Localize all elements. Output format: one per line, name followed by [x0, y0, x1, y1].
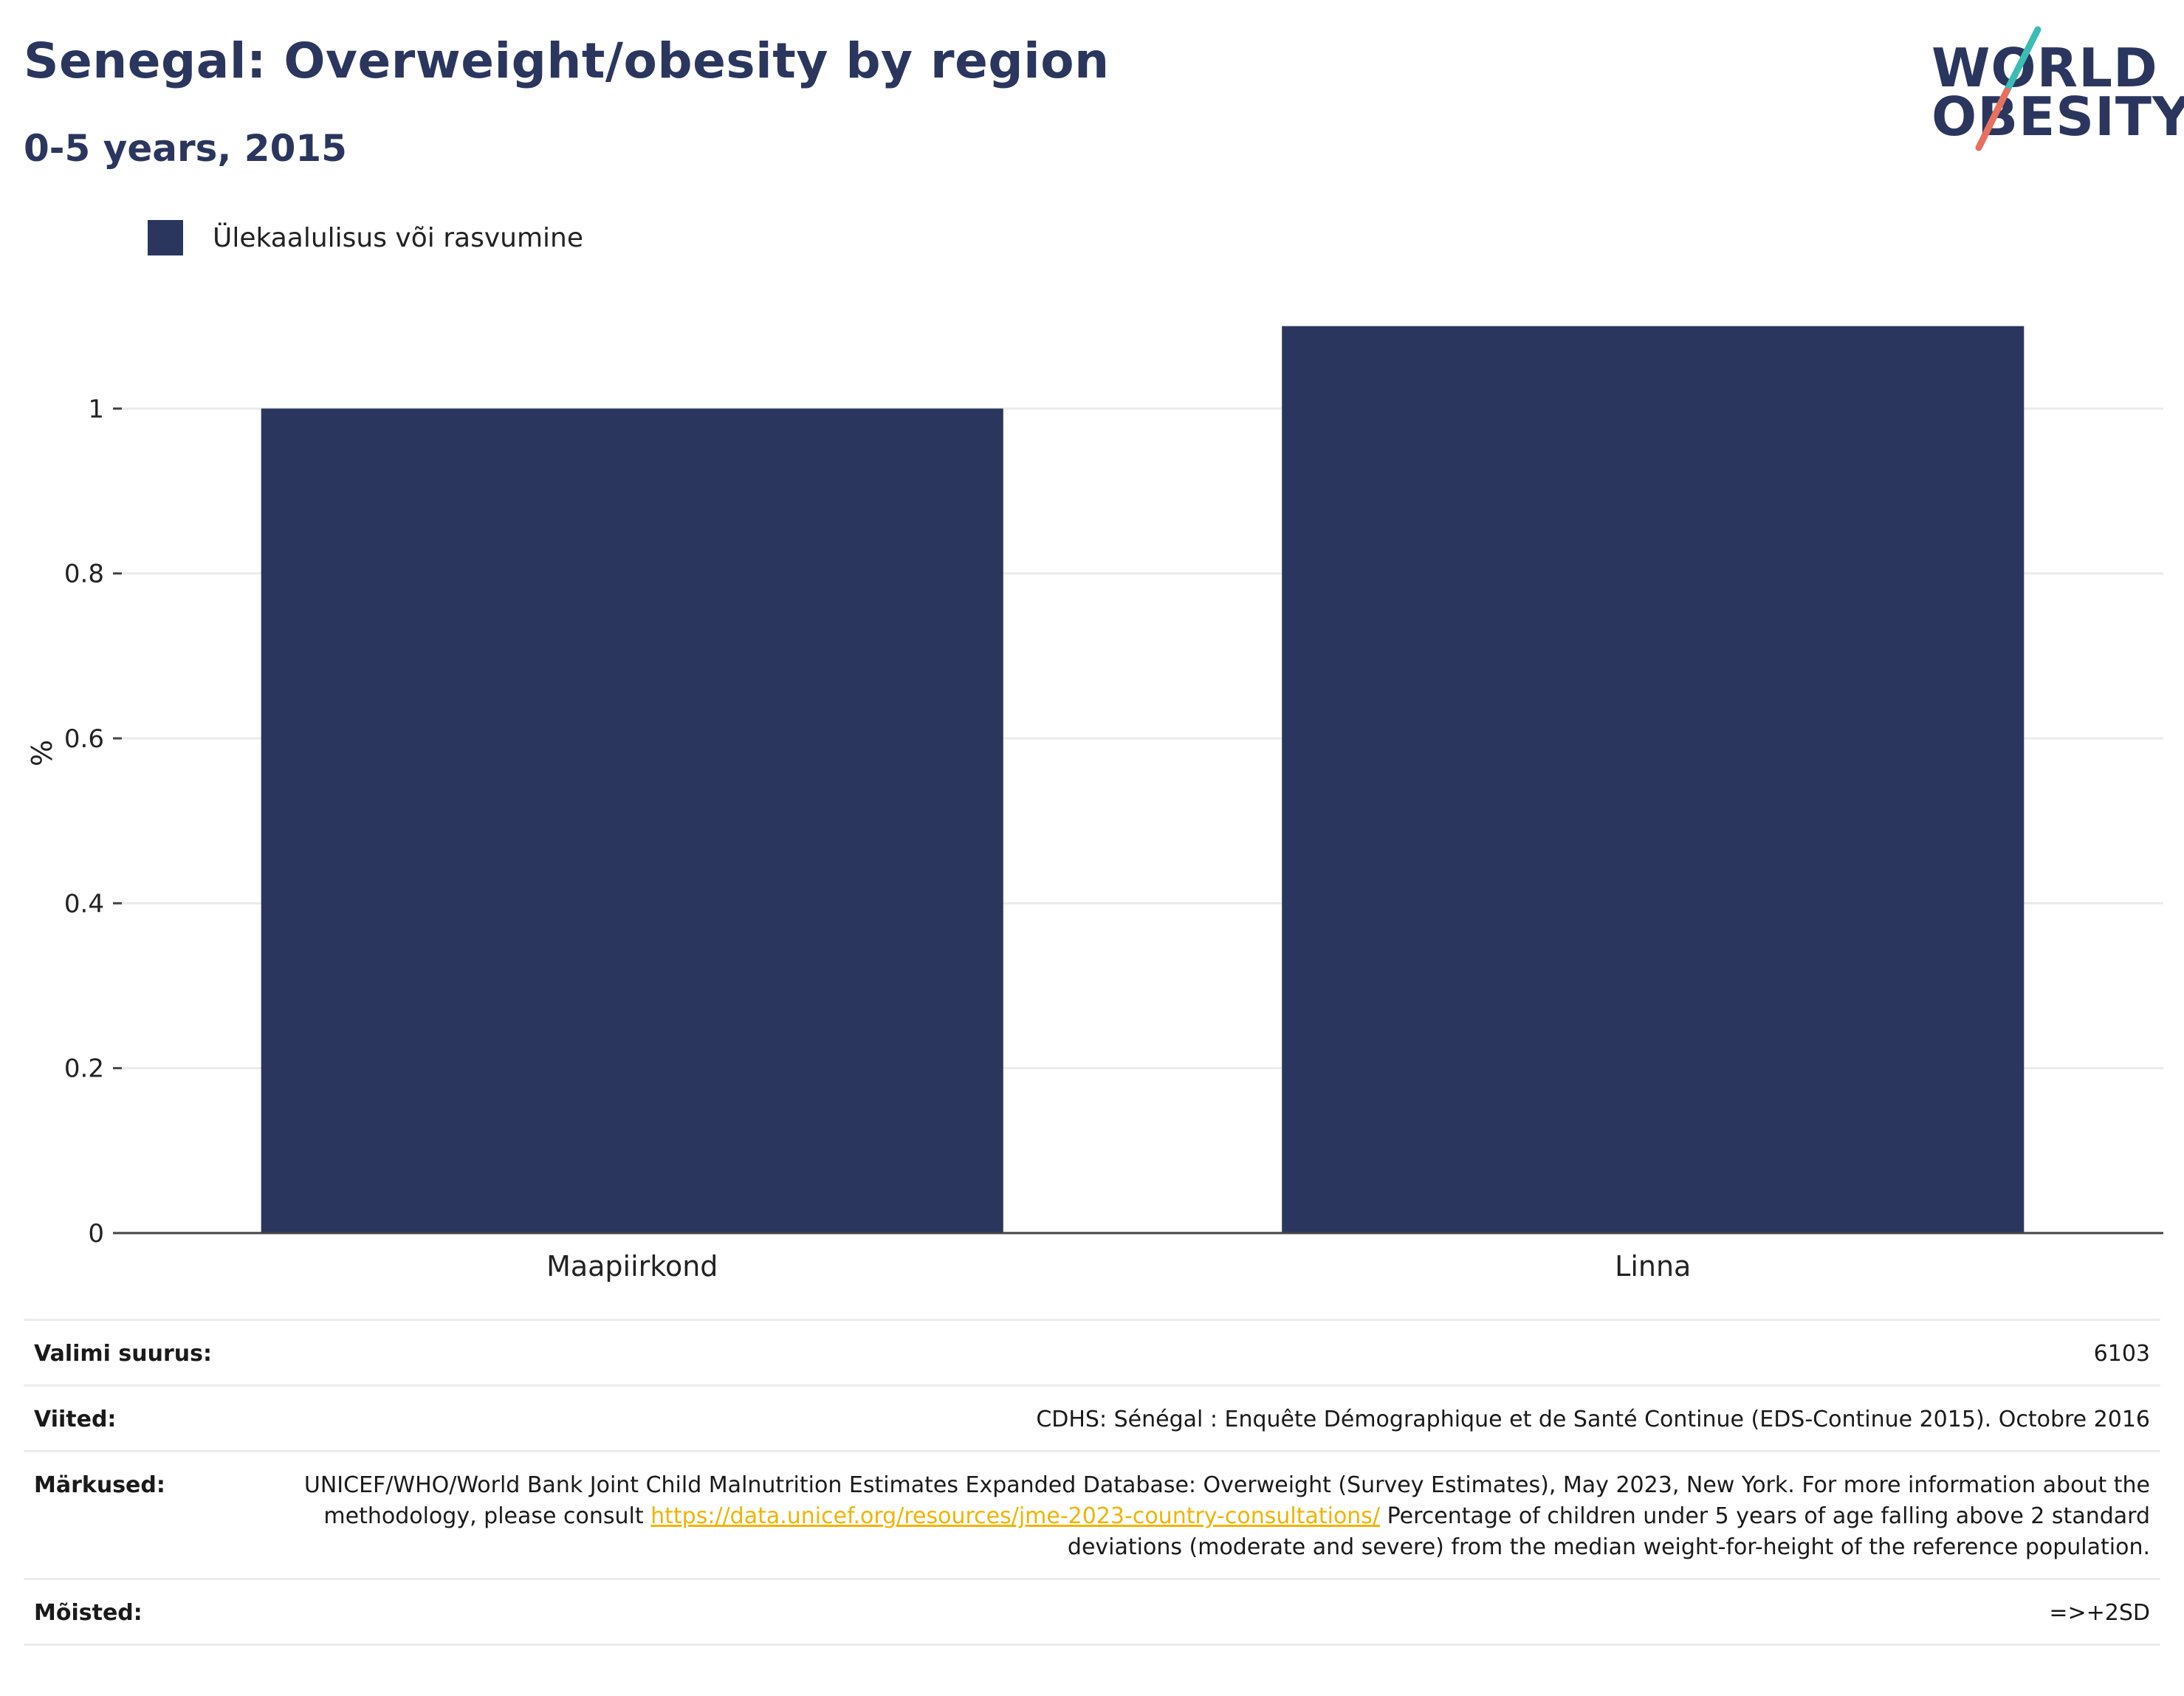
chart-legend: Ülekaalulisus või rasvumine	[148, 220, 583, 255]
bar-linna	[1282, 326, 2025, 1234]
y-tick-label: 0	[88, 1219, 104, 1249]
methodology-link[interactable]: https://data.unicef.org/resources/jme-20…	[650, 1503, 1381, 1529]
references-label: Viited:	[34, 1407, 117, 1432]
sample-size-row: Valimi suurus: 6103	[24, 1319, 2160, 1384]
y-tick-label: 1	[88, 394, 104, 424]
references-value: CDHS: Sénégal : Enquête Démographique et…	[1036, 1407, 2150, 1432]
references-row: Viited: CDHS: Sénégal : Enquête Démograp…	[24, 1384, 2160, 1450]
logo-line-2: OBESITY	[1931, 86, 2184, 148]
notes-value: UNICEF/WHO/World Bank Joint Child Malnut…	[300, 1470, 2150, 1563]
notes-row: Märkused: UNICEF/WHO/World Bank Joint Ch…	[24, 1450, 2160, 1578]
sample-size-label: Valimi suurus:	[34, 1341, 212, 1367]
y-axis-label: %	[26, 740, 58, 766]
y-tick-label: 0.2	[64, 1054, 104, 1084]
logo-slash-icon	[1975, 26, 2042, 151]
definitions-row: Mõisted: =>+2SD	[24, 1578, 2160, 1646]
bar-maapiirkond	[261, 408, 1003, 1234]
definitions-value: =>+2SD	[2049, 1600, 2150, 1626]
notes-text-1: UNICEF/WHO/World Bank Joint Child Malnut…	[303, 1472, 2150, 1529]
bar-chart: 0 0.2 0.4 0.6 0.8 1% Maapiirkond Linna	[26, 326, 2163, 1283]
x-tick-label: Linna	[1615, 1250, 1691, 1283]
legend-label: Ülekaalulisus või rasvumine	[213, 222, 583, 253]
sample-size-value: 6103	[2093, 1341, 2150, 1367]
chart-subtitle: 0-5 years, 2015	[24, 127, 347, 170]
notes-text-2: Percentage of children under 5 years of …	[1067, 1503, 2150, 1560]
world-obesity-logo: WORLD OBESITY	[1920, 21, 2184, 161]
y-tick-label: 0.4	[64, 889, 104, 919]
x-tick-label: Maapiirkond	[546, 1250, 718, 1283]
y-tick-label: 0.6	[64, 724, 104, 754]
legend-swatch	[148, 220, 183, 255]
notes-label: Märkused:	[34, 1472, 165, 1498]
definitions-label: Mõisted:	[34, 1600, 142, 1626]
logo-line-1: WORLD	[1931, 37, 2158, 99]
chart-title: Senegal: Overweight/obesity by region	[24, 32, 1110, 89]
y-tick-label: 0.8	[64, 560, 104, 589]
metadata-table: Valimi suurus: 6103 Viited: CDHS: Sénéga…	[24, 1319, 2160, 1646]
